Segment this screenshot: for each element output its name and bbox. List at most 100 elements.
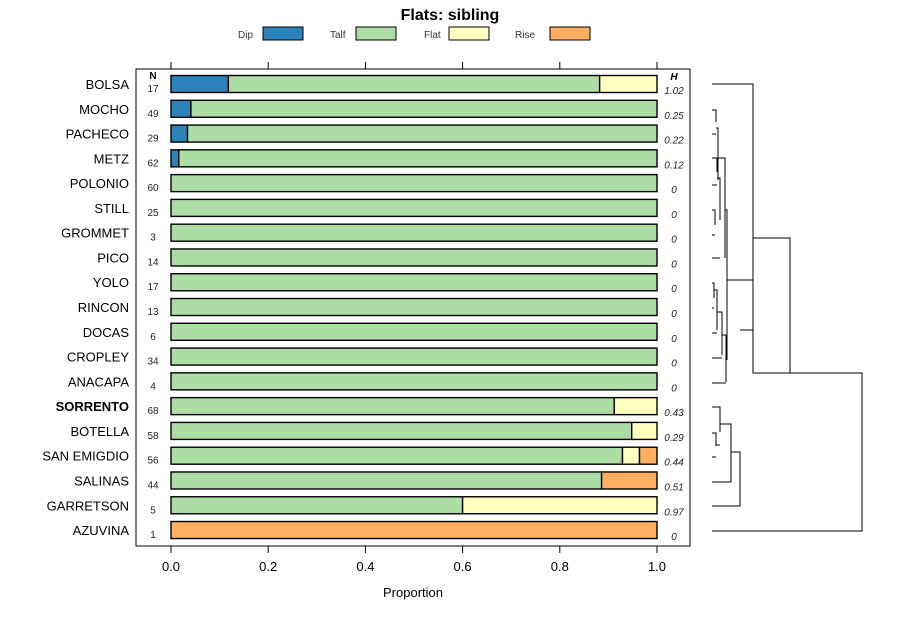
row-still: STILL 25 0: [94, 198, 677, 221]
n-value: 17: [147, 84, 159, 95]
bar-segment-rise: [600, 471, 658, 490]
legend-swatch-rise: [549, 26, 591, 41]
n-value: 1: [150, 530, 156, 541]
n-value: 56: [147, 456, 159, 467]
row-sorrento: SORRENTO 68 0.43: [56, 396, 684, 419]
bar-segment-talf: [170, 248, 658, 267]
bar-segment-dip: [170, 124, 189, 143]
dendrogram-branch: [712, 83, 790, 374]
row-polonio: POLONIO 60 0: [70, 173, 677, 196]
category-label: AZUVINA: [73, 523, 130, 538]
row-san-emigdio: SAN EMIGDIO 56 0.44: [42, 446, 684, 469]
row-bolsa: BOLSA 17 1.02: [86, 74, 684, 97]
n-value: 49: [147, 109, 159, 120]
category-label: YOLO: [93, 275, 129, 290]
category-label: CROPLEY: [67, 350, 129, 365]
category-label: PACHECO: [66, 127, 129, 142]
bar-segment-talf: [227, 74, 601, 94]
h-value: 0: [671, 185, 677, 196]
dendrogram-branch: [712, 157, 718, 172]
plot-panel: [135, 68, 691, 547]
bar-segment-flat: [613, 396, 658, 416]
h-value: 0.12: [664, 160, 684, 171]
category-label: STILL: [94, 201, 129, 216]
category-label: SAN EMIGDIO: [42, 449, 129, 464]
row-botella: BOTELLA 58 0.29: [70, 421, 684, 444]
h-value: 0: [671, 334, 677, 345]
legend-swatch-dip: [262, 26, 304, 41]
n-value: 62: [147, 158, 159, 169]
h-value: 0.51: [664, 482, 683, 493]
row-pico: PICO 14 0: [97, 248, 677, 270]
legend-label-rise: Rise: [515, 30, 535, 41]
category-label: MOCHO: [79, 102, 129, 117]
row-garretson: GARRETSON 5 0.97: [47, 496, 684, 518]
x-tick-label: 0.6: [454, 559, 472, 574]
n-value: 34: [147, 357, 159, 368]
h-column-header: H: [670, 72, 678, 83]
bar-segment-flat: [461, 496, 658, 515]
bar-segment-talf: [170, 421, 633, 441]
row-docas: DOCAS 6 0: [83, 322, 677, 345]
x-tick-label: 1.0: [648, 559, 666, 574]
category-label: BOLSA: [86, 77, 130, 92]
category-label: BOTELLA: [70, 424, 129, 439]
x-tick-label: 0.0: [162, 559, 180, 574]
bar-segment-talf: [170, 396, 615, 416]
bar-segment-talf: [170, 173, 658, 193]
row-metz: METZ 62 0.12: [94, 149, 684, 171]
dendrogram-branch: [712, 432, 717, 446]
bar-segment-talf: [186, 124, 658, 143]
bar-segment-talf: [170, 446, 624, 465]
bar-segment-talf: [170, 347, 658, 366]
category-label: METZ: [94, 151, 129, 166]
bar-segment-talf: [170, 496, 464, 515]
bar-segment-talf: [170, 198, 658, 218]
dendrogram-branch: [714, 289, 718, 330]
n-value: 25: [147, 208, 159, 219]
chart-title: Flats: sibling: [401, 7, 500, 24]
bar-segment-rise: [170, 520, 658, 540]
h-value: 0.44: [664, 458, 684, 469]
dendrogram-branch: [712, 209, 716, 225]
h-value: 0: [671, 532, 677, 543]
category-label: SALINAS: [74, 473, 129, 488]
bar-segment-dip: [170, 74, 230, 94]
category-label: SORRENTO: [56, 399, 129, 414]
bar-segment-flat: [631, 421, 658, 441]
dendrogram-branch: [722, 334, 727, 382]
h-value: 0: [671, 383, 677, 394]
row-anacapa: ANACAPA 4 0: [68, 372, 677, 394]
dendrogram-branch: [712, 282, 715, 298]
category-label: DOCAS: [83, 325, 130, 340]
n-value: 6: [150, 332, 156, 343]
h-value: 0: [671, 309, 677, 320]
dendrogram-branch: [731, 451, 741, 506]
category-label: GROMMET: [61, 226, 129, 241]
bar-segment-talf: [170, 223, 658, 242]
bar-segment-talf: [170, 273, 658, 292]
n-value: 44: [147, 480, 159, 491]
h-value: 0.97: [664, 507, 684, 518]
h-value: 0.43: [664, 408, 684, 419]
n-column-header: N: [149, 71, 156, 82]
n-value: 60: [147, 183, 159, 194]
n-value: 3: [150, 233, 156, 244]
row-salinas: SALINAS 44 0.51: [74, 471, 684, 493]
legend-label-talf: Talf: [330, 30, 346, 41]
dendrogram-branch: [712, 372, 863, 532]
bar-segment-talf: [178, 149, 658, 168]
category-label: PICO: [97, 250, 129, 265]
n-value: 4: [150, 381, 156, 392]
row-yolo: YOLO 17 0: [93, 273, 677, 295]
bar-segment-flat: [621, 446, 641, 465]
legend-swatch-talf: [355, 26, 397, 41]
h-value: 0.29: [664, 433, 684, 444]
n-value: 68: [147, 406, 159, 417]
dendrogram-branch: [716, 127, 719, 180]
h-value: 0.25: [664, 111, 684, 122]
row-azuvina: AZUVINA 1 0: [73, 520, 677, 543]
legend-label-flat: Flat: [424, 30, 441, 41]
n-value: 17: [147, 282, 159, 293]
